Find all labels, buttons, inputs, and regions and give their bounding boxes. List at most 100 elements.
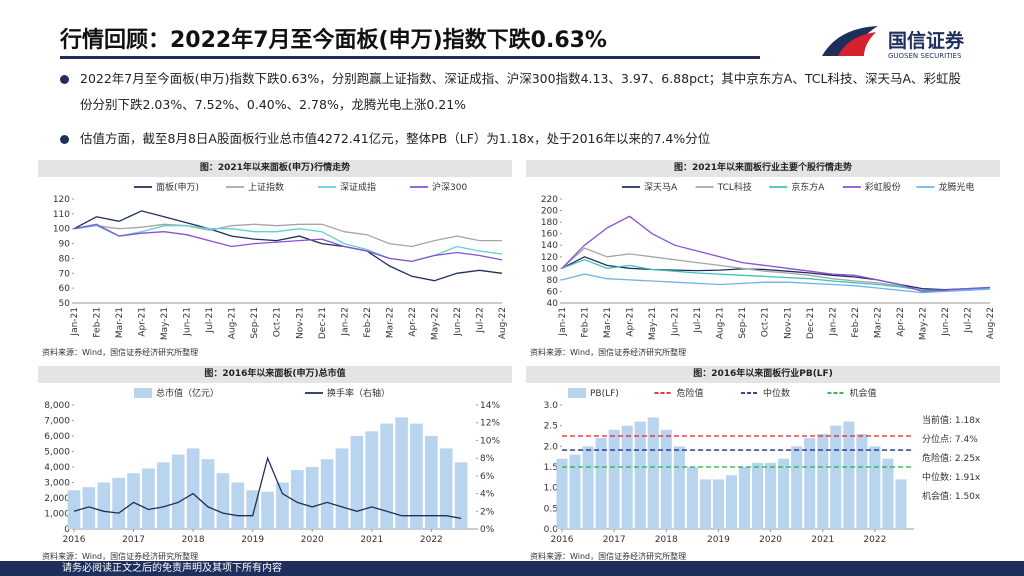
bar — [335, 448, 349, 529]
x-tick-label: 2022 — [863, 535, 886, 545]
bar — [608, 429, 620, 529]
x-tick-label: Aug-22 — [498, 307, 508, 339]
x-tick-label: 2018 — [655, 535, 678, 545]
bar — [804, 438, 816, 529]
logo-icon — [822, 26, 878, 56]
y-tick-label: 120 — [53, 195, 70, 205]
bar — [425, 436, 438, 529]
x-tick-label: Jan-22 — [340, 307, 350, 337]
bar — [365, 431, 379, 529]
x-tick-label: Jan-21 — [558, 307, 568, 337]
x-tick-label: Dec-21 — [318, 307, 328, 339]
bar — [686, 467, 698, 529]
legend-label: 沪深300 — [432, 181, 467, 193]
x-tick-label: 2016 — [63, 535, 86, 545]
y-tick-label: 80 — [59, 254, 71, 264]
annotation: 中位数: 1.91x — [922, 471, 981, 483]
legend-label: 面板(申万) — [156, 181, 199, 193]
legend-label: 换手率（右轴） — [327, 387, 390, 399]
y2-tick-label: 6% — [480, 472, 495, 482]
bar — [246, 490, 259, 529]
x-tick-label: Apr-21 — [138, 307, 148, 337]
x-tick-label: Feb-21 — [581, 307, 591, 338]
bar — [305, 467, 319, 529]
y-tick-label: 100 — [541, 264, 558, 274]
bullet-text: 2022年7月至今面板(申万)指数下跌0.63%，分别跑赢上证指数、深证成指、沪… — [80, 71, 961, 112]
logo: 国信证券 — [888, 30, 965, 52]
x-tick-label: 2020 — [759, 535, 782, 545]
source: 资料来源：Wind，国信证券经济研究所整理 — [42, 348, 199, 357]
bar — [127, 473, 140, 529]
x-tick-label: Feb-22 — [851, 307, 861, 338]
legend-label: 总市值（亿元） — [156, 387, 219, 399]
chart-panel: 图：2016年以来面板行业PB(LF) 0.0 0.5 1.0 1.5 2.0 2.5 3.0… — [526, 366, 1000, 562]
x-tick-label: Aug-22 — [986, 307, 996, 339]
x-tick-label: Nov-21 — [783, 307, 793, 339]
chart-panel: 图：2021年以来面板(申万)行情走势 50 60 70 80 90 100 110 120 Ja… — [38, 160, 512, 358]
bar — [395, 417, 408, 529]
bar — [621, 425, 633, 529]
bar — [556, 458, 568, 529]
x-tick-label: 2019 — [241, 535, 264, 545]
legend-label: 上证指数 — [248, 181, 284, 193]
bar — [157, 462, 170, 529]
y-tick-label: 0.5 — [544, 504, 558, 514]
x-tick-label: Jun-21 — [671, 307, 681, 337]
y-tick-label: 60 — [547, 287, 559, 297]
series-line — [561, 256, 991, 291]
series-line — [561, 273, 991, 294]
x-tick-label: 2020 — [301, 535, 324, 545]
x-tick-label: Mar-22 — [873, 307, 883, 338]
bar — [380, 423, 393, 529]
bar — [186, 448, 200, 529]
x-tick-label: May-22 — [918, 307, 928, 340]
y-tick-label: 200 — [541, 207, 558, 217]
y-tick-label: 60 — [59, 284, 71, 294]
bar — [82, 487, 96, 529]
y-tick-label: 3,000 — [44, 479, 70, 489]
legend-label: TCL科技 — [717, 181, 752, 193]
chart-title: 图：2016年以来面板行业PB(LF) — [526, 366, 1000, 383]
bar — [647, 417, 659, 529]
x-tick-label: Apr-21 — [626, 307, 636, 337]
chart-title: 图：2021年以来面板行业主要个股行情走势 — [526, 160, 1000, 177]
y-tick-label: 180 — [541, 218, 558, 228]
series-line — [73, 456, 462, 520]
x-tick-label: Mar-21 — [115, 307, 125, 338]
y-tick-label: 220 — [541, 195, 558, 205]
footer: 请务必阅读正文之后的免责声明及其项下所有内容 — [0, 561, 1024, 576]
x-tick-label: Jul-21 — [205, 307, 215, 334]
bar — [673, 446, 685, 529]
bar — [201, 459, 215, 529]
x-tick-label: May-22 — [430, 307, 440, 340]
x-tick-label: 2017 — [122, 535, 145, 545]
legend-label: 危险值 — [677, 387, 704, 399]
chart: 0.0 0.5 1.0 1.5 2.0 2.5 3.0 2016 2017 2018 2019 202… — [544, 387, 981, 545]
y-tick-label: 120 — [541, 253, 558, 263]
x-tick-label: Jul-22 — [963, 307, 973, 334]
y-tick-label: 100 — [53, 225, 70, 235]
chart: 0 1,000 2,000 3,000 4,000 5,000 6,000 7,000 8,00… — [44, 387, 500, 545]
legend-label: 京东方A — [791, 181, 825, 193]
bar — [712, 479, 724, 529]
x-tick-label: Apr-22 — [896, 307, 906, 337]
bar — [752, 462, 764, 529]
x-tick-label: 2018 — [182, 535, 205, 545]
source: 资料来源：Wind，国信证券经济研究所整理 — [42, 552, 199, 561]
bar — [216, 473, 230, 529]
x-tick-label: Aug-21 — [716, 307, 726, 339]
series-line — [73, 223, 502, 248]
bar — [778, 458, 790, 529]
legend-label: 深天马A — [644, 182, 678, 193]
x-tick-label: Feb-21 — [93, 307, 103, 338]
series-line — [73, 225, 503, 263]
x-tick-label: Jan-21 — [70, 307, 80, 337]
bar — [276, 482, 289, 529]
bar — [725, 475, 738, 529]
y-tick-label: 2.0 — [544, 442, 559, 452]
annotation: 分位点: 7.4% — [922, 433, 978, 445]
x-tick-label: 2021 — [811, 535, 834, 545]
bar — [171, 454, 185, 529]
legend-label: 中位数 — [763, 387, 790, 399]
